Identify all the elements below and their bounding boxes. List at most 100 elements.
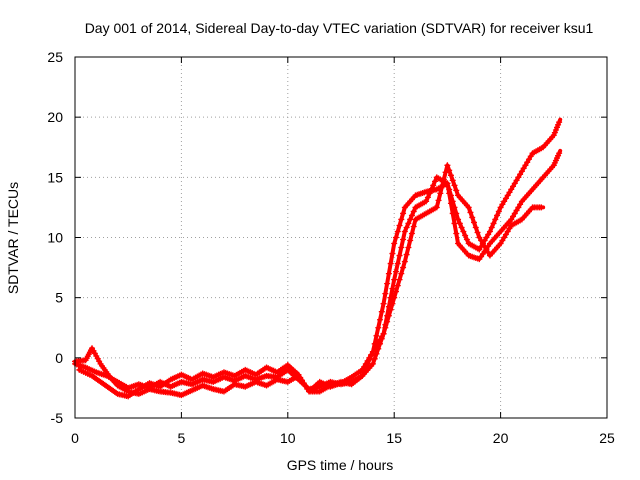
y-tick-label: 0	[55, 350, 63, 366]
data-point	[408, 230, 415, 237]
data-point	[423, 198, 430, 205]
data-point	[396, 276, 403, 283]
data-point	[377, 336, 384, 343]
data-point	[510, 213, 517, 220]
data-point	[518, 168, 525, 175]
data-point	[380, 300, 387, 307]
data-point	[490, 220, 497, 227]
data-point	[359, 372, 366, 379]
data-point	[364, 357, 371, 364]
data-point	[497, 240, 504, 247]
data-point	[389, 300, 396, 307]
data-point	[517, 171, 524, 178]
data-point	[485, 231, 492, 238]
data-point	[502, 195, 509, 202]
data-point	[433, 204, 440, 211]
data-point	[378, 308, 385, 315]
data-point	[469, 214, 476, 221]
data-point	[478, 237, 485, 244]
data-point	[373, 350, 380, 357]
data-point	[387, 306, 394, 313]
data-point	[368, 351, 375, 358]
data-point	[520, 165, 527, 172]
data-point	[501, 198, 508, 205]
data-point	[400, 264, 407, 271]
data-point	[483, 246, 490, 253]
data-point	[377, 316, 384, 323]
y-tick-label: -5	[51, 410, 64, 426]
data-point	[451, 182, 458, 189]
data-point	[401, 258, 408, 265]
data-point	[391, 240, 398, 247]
data-point	[499, 201, 506, 208]
data-point	[472, 224, 479, 231]
data-point	[369, 360, 376, 367]
y-tick-label: 15	[47, 169, 63, 185]
data-point	[462, 232, 469, 239]
data-point	[456, 220, 463, 227]
data-point	[497, 204, 504, 211]
data-point	[499, 237, 506, 244]
data-point	[474, 229, 481, 236]
data-point	[401, 228, 408, 235]
x-tick-label: 15	[386, 430, 402, 446]
data-point	[524, 159, 531, 166]
data-point	[394, 228, 401, 235]
data-point	[446, 167, 453, 174]
data-point	[407, 216, 414, 223]
data-point	[492, 216, 499, 223]
data-point	[513, 177, 520, 184]
data-point	[504, 228, 511, 235]
data-point	[396, 252, 403, 259]
data-point	[476, 246, 483, 253]
data-point	[400, 210, 407, 217]
data-point	[495, 208, 502, 215]
data-point	[380, 330, 387, 337]
data-layer	[72, 117, 563, 400]
data-point	[373, 342, 380, 349]
data-point	[392, 288, 399, 295]
data-point	[371, 355, 378, 362]
chart-title: Day 001 of 2014, Sidereal Day-to-day VTE…	[85, 20, 594, 36]
data-point	[481, 243, 488, 250]
data-point	[515, 174, 522, 181]
data-point	[375, 324, 382, 331]
data-point	[451, 220, 458, 227]
data-point	[508, 186, 515, 193]
data-point	[527, 153, 534, 160]
data-point	[556, 119, 563, 126]
data-point	[391, 294, 398, 301]
data-point	[513, 207, 520, 214]
data-point	[471, 219, 477, 226]
data-point	[400, 236, 407, 243]
data-point	[465, 204, 472, 211]
data-point	[467, 209, 474, 216]
data-point	[410, 223, 417, 230]
y-tick-label: 25	[47, 49, 63, 65]
data-point	[447, 200, 454, 207]
data-point	[501, 234, 508, 241]
data-point	[398, 270, 405, 277]
data-point	[511, 180, 518, 187]
data-point	[444, 180, 451, 187]
data-point	[439, 183, 446, 190]
data-point	[556, 150, 563, 157]
data-point	[385, 312, 392, 319]
data-point	[382, 324, 389, 331]
data-point	[431, 178, 438, 185]
data-point	[508, 216, 515, 223]
data-point	[392, 268, 399, 275]
data-point	[435, 197, 442, 204]
data-point	[453, 187, 460, 194]
x-tick-label: 5	[178, 430, 186, 446]
y-tick-label: 10	[47, 230, 63, 246]
data-point	[486, 228, 493, 235]
y-axis-label: SDTVAR / TECUs	[5, 182, 21, 294]
data-point	[394, 282, 401, 289]
tick-layer: 0 5 10 15 20 25 -5 0 5 10 15 20 25	[47, 49, 615, 446]
data-point	[362, 360, 369, 367]
data-point	[408, 212, 415, 219]
x-axis-label: GPS time / hours	[287, 457, 394, 473]
data-point	[488, 224, 495, 231]
data-point	[361, 363, 368, 370]
